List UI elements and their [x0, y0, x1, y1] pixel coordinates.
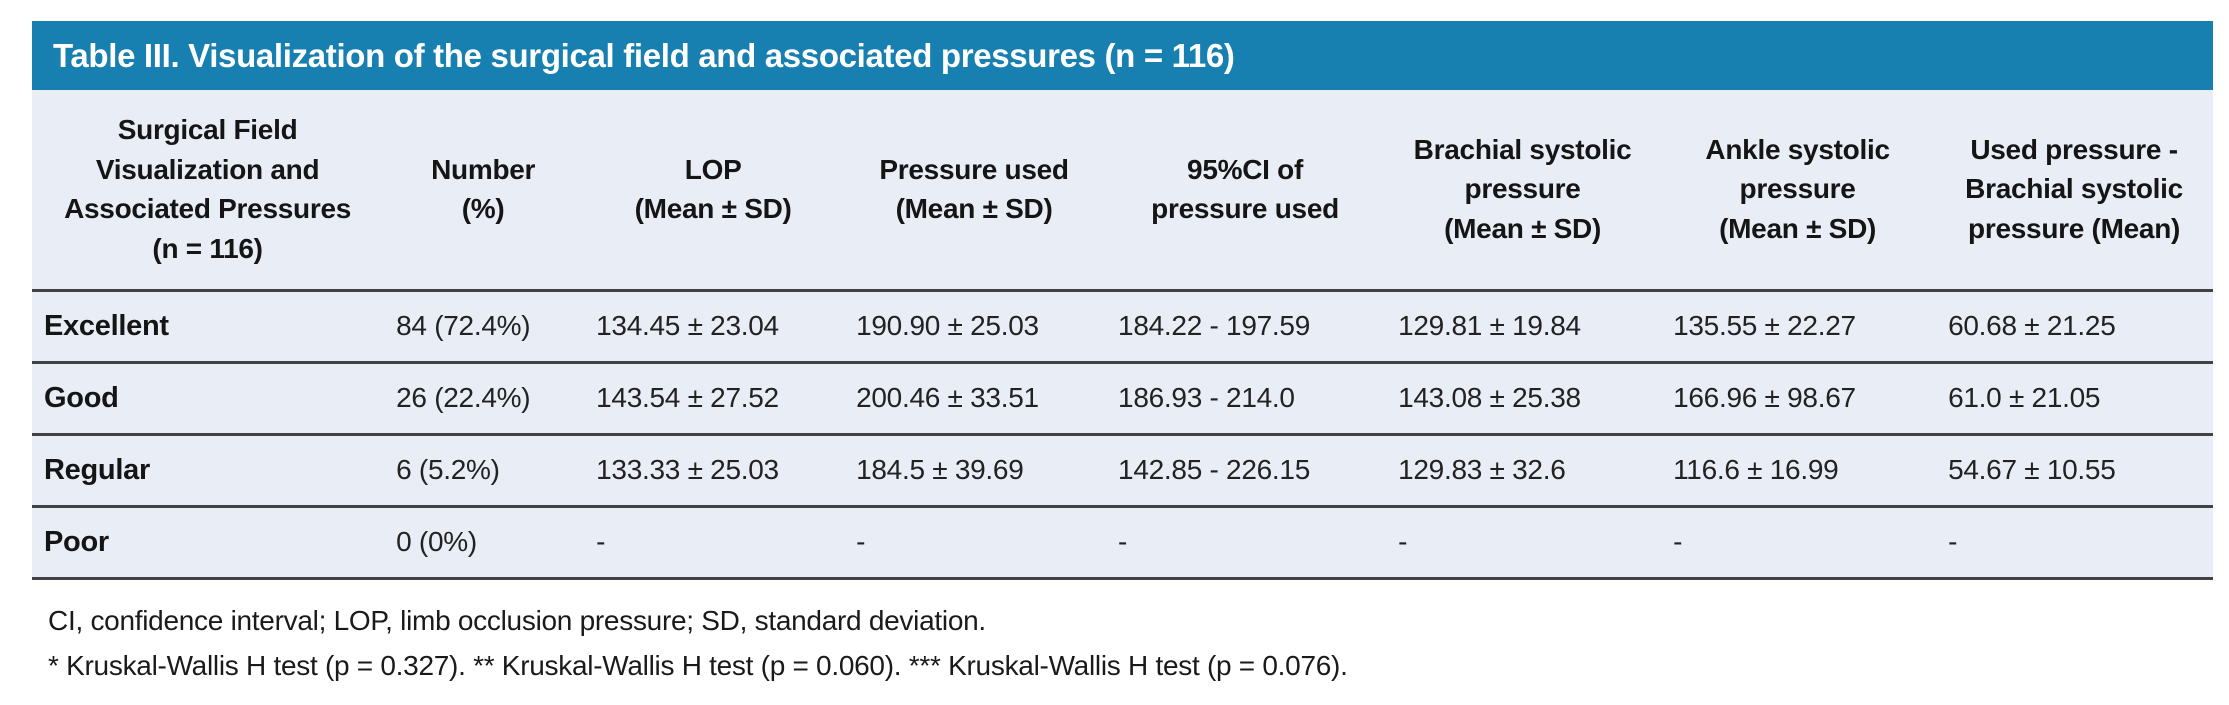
- cell-poor-used-minus-brachial: -: [1935, 506, 2213, 580]
- cell-poor-95ci: -: [1105, 506, 1386, 580]
- cell-regular-used-minus-brachial: 54.67 ± 10.55: [1935, 434, 2213, 508]
- cell-regular-95ci: 142.85 - 226.15: [1105, 434, 1386, 508]
- footnotes: CI, confidence interval; LOP, limb occlu…: [32, 598, 2213, 688]
- cell-good-brachial: 143.08 ± 25.38: [1385, 362, 1661, 436]
- table-row-regular: Regular 6 (5.2%) 133.33 ± 25.03 184.5 ± …: [32, 434, 2213, 508]
- table-row-poor: Poor 0 (0%) - - - - - -: [32, 506, 2213, 580]
- cell-poor-pressure-used: -: [843, 506, 1106, 580]
- row-label-excellent: Excellent: [32, 290, 384, 364]
- cell-excellent-used-minus-brachial: 60.68 ± 21.25: [1935, 290, 2213, 364]
- footnote-abbreviations: CI, confidence interval; LOP, limb occlu…: [48, 604, 986, 636]
- column-header-used-minus-brachial: Used pressure - Brachial systolic pressu…: [1935, 90, 2213, 292]
- footnote-statistics: * Kruskal-Wallis H test (p = 0.327). ** …: [48, 649, 1348, 681]
- column-header-pressure-used: Pressure used (Mean ± SD): [843, 90, 1106, 292]
- cell-regular-pressure-used: 184.5 ± 39.69: [843, 434, 1106, 508]
- cell-excellent-pressure-used: 190.90 ± 25.03: [843, 290, 1106, 364]
- cell-good-ankle: 166.96 ± 98.67: [1660, 362, 1936, 436]
- table-row-good: Good 26 (22.4%) 143.54 ± 27.52 200.46 ± …: [32, 362, 2213, 436]
- header-row: Surgical Field Visualization and Associa…: [32, 90, 2213, 292]
- column-header-number: Number (%): [383, 90, 584, 292]
- table-title: Table III. Visualization of the surgical…: [53, 36, 1235, 74]
- column-header-brachial-systolic: Brachial systolic pressure (Mean ± SD): [1385, 90, 1661, 292]
- cell-poor-number: 0 (0%): [383, 506, 584, 580]
- cell-excellent-95ci: 184.22 - 197.59: [1105, 290, 1386, 364]
- table-row-excellent: Excellent 84 (72.4%) 134.45 ± 23.04 190.…: [32, 290, 2213, 364]
- cell-good-number: 26 (22.4%): [383, 362, 584, 436]
- cell-poor-ankle: -: [1660, 506, 1936, 580]
- cell-good-lop: 143.54 ± 27.52: [583, 362, 844, 436]
- cell-poor-lop: -: [583, 506, 844, 580]
- surgical-field-pressures-table: Surgical Field Visualization and Associa…: [32, 90, 2213, 580]
- cell-poor-brachial: -: [1385, 506, 1661, 580]
- table-iii-card: Table III. Visualization of the surgical…: [32, 21, 2213, 688]
- cell-good-95ci: 186.93 - 214.0: [1105, 362, 1386, 436]
- column-header-lop: LOP (Mean ± SD): [583, 90, 844, 292]
- cell-excellent-number: 84 (72.4%): [383, 290, 584, 364]
- table-title-bar: Table III. Visualization of the surgical…: [32, 21, 2213, 90]
- cell-good-used-minus-brachial: 61.0 ± 21.05: [1935, 362, 2213, 436]
- cell-regular-brachial: 129.83 ± 32.6: [1385, 434, 1661, 508]
- row-label-good: Good: [32, 362, 384, 436]
- column-header-95ci: 95%CI of pressure used: [1105, 90, 1386, 292]
- row-label-poor: Poor: [32, 506, 384, 580]
- cell-excellent-brachial: 129.81 ± 19.84: [1385, 290, 1661, 364]
- row-label-regular: Regular: [32, 434, 384, 508]
- cell-excellent-lop: 134.45 ± 23.04: [583, 290, 844, 364]
- cell-excellent-ankle: 135.55 ± 22.27: [1660, 290, 1936, 364]
- cell-good-pressure-used: 200.46 ± 33.51: [843, 362, 1106, 436]
- cell-regular-ankle: 116.6 ± 16.99: [1660, 434, 1936, 508]
- column-header-surgical-field-visualization: Surgical Field Visualization and Associa…: [32, 90, 384, 292]
- column-header-ankle-systolic: Ankle systolic pressure (Mean ± SD): [1660, 90, 1936, 292]
- cell-regular-lop: 133.33 ± 25.03: [583, 434, 844, 508]
- cell-regular-number: 6 (5.2%): [383, 434, 584, 508]
